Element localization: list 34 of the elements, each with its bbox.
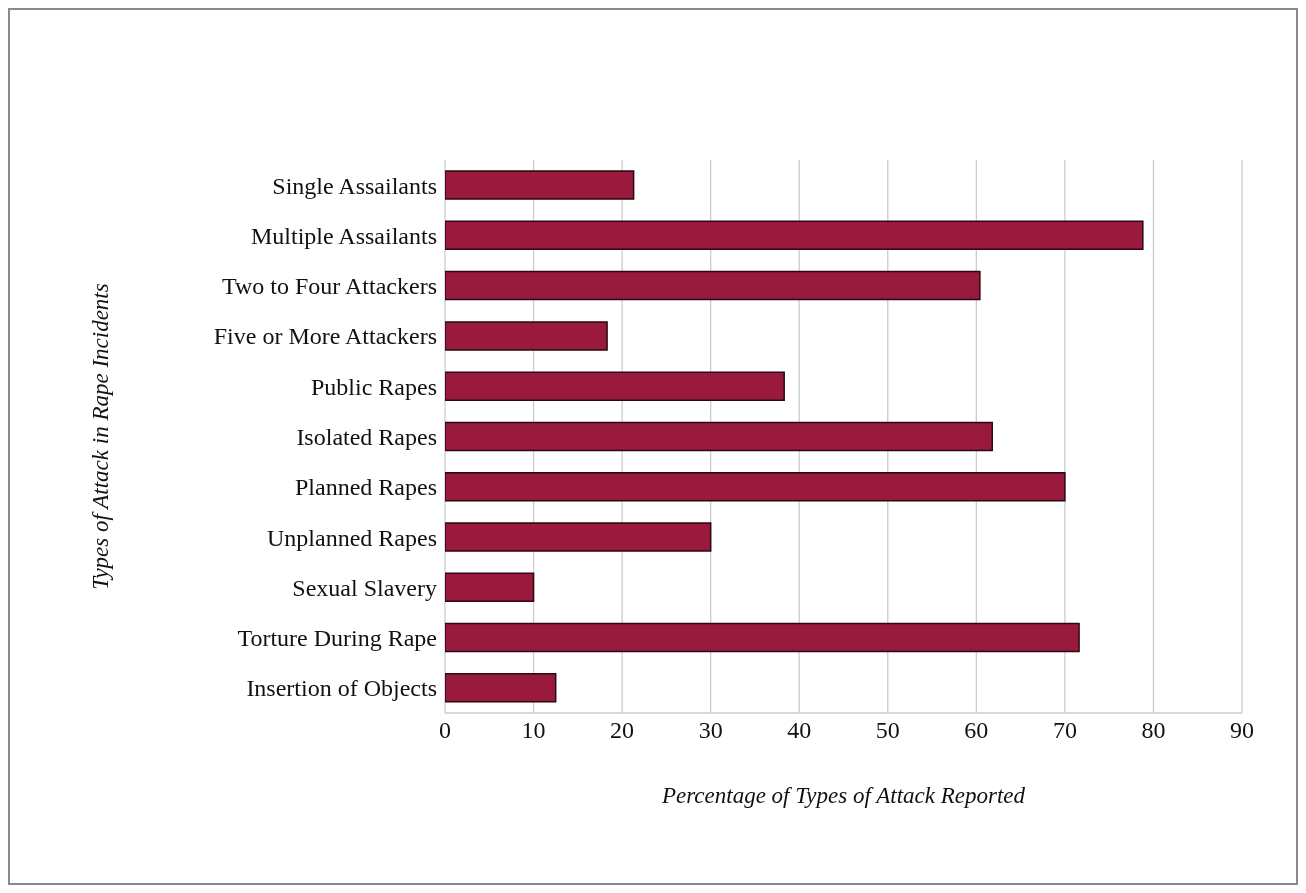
y-tick-label: Multiple Assailants [251,222,437,249]
y-tick-label: Two to Four Attackers [222,273,437,300]
y-tick-label: Five or More Attackers [213,323,437,350]
x-tick-label: 20 [610,717,635,744]
x-tick-label: 80 [1141,717,1166,744]
bar [445,522,712,552]
bar [445,622,1080,653]
bar [445,321,608,351]
bar [445,170,635,200]
y-tick-label: Unplanned Rapes [267,524,437,551]
x-tick-label: 40 [787,717,812,744]
y-tick-label: Insertion of Objects [246,675,437,702]
y-tick-label: Public Rapes [311,373,437,400]
x-tick-label: 10 [521,717,546,744]
x-tick-label: 50 [875,717,900,744]
x-tick-label: 60 [964,717,989,744]
bar [445,572,535,602]
x-axis-title: Percentage of Types of Attack Reported [661,783,1026,808]
y-tick-label: Planned Rapes [295,474,437,501]
x-tick-label: 30 [698,717,723,744]
bar [445,471,1066,502]
bar [445,673,557,703]
y-tick-label: Single Assailants [272,172,437,199]
bar [445,270,981,301]
bar [445,220,1144,251]
bar [445,371,785,401]
x-tick-label: 0 [439,717,451,744]
y-tick-label: Isolated Rapes [296,424,437,451]
x-tick-label: 90 [1230,717,1254,744]
y-tick-label: Torture During Rape [237,625,437,652]
y-tick-label: Sexual Slavery [292,574,437,601]
x-tick-label: 70 [1052,717,1077,744]
y-axis-title: Types of Attack in Rape Incidents [88,283,114,590]
bar [445,421,994,452]
